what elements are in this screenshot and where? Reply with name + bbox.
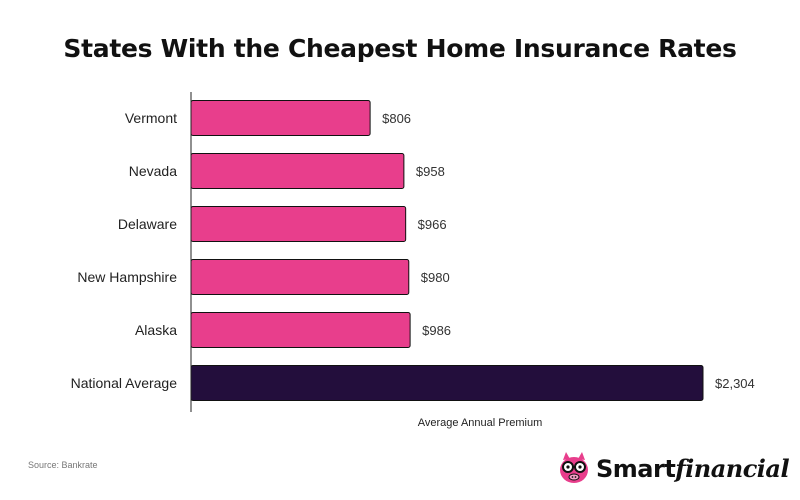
brand-logo: Smartfinancial	[556, 448, 790, 488]
category-label: Nevada	[129, 163, 177, 179]
brand-name-part2: financial	[675, 453, 790, 483]
value-label: $986	[422, 323, 451, 338]
brand-name: Smartfinancial	[596, 453, 790, 483]
chart-title: States With the Cheapest Home Insurance …	[63, 34, 737, 63]
category-label: Delaware	[118, 216, 177, 232]
value-label: $806	[382, 111, 411, 126]
category-label: Alaska	[135, 322, 177, 338]
bar-alaska	[190, 312, 411, 348]
category-label: National Average	[71, 375, 178, 391]
value-label: $958	[416, 164, 445, 179]
category-label: Vermont	[125, 110, 177, 126]
source-note: Source: Bankrate	[28, 460, 98, 470]
bar-nevada	[190, 153, 405, 189]
bar-new-hampshire	[190, 259, 410, 295]
brand-name-part1: Smart	[596, 454, 676, 483]
x-axis-title: Average Annual Premium	[418, 417, 543, 429]
bar-delaware	[190, 206, 407, 242]
pig-with-glasses-icon	[560, 452, 588, 483]
bar-national-average	[190, 365, 704, 401]
value-label: $966	[418, 217, 447, 232]
value-label: $980	[421, 270, 450, 285]
bar-vermont	[190, 100, 371, 136]
category-label: New Hampshire	[77, 269, 177, 285]
value-label: $2,304	[715, 376, 755, 391]
